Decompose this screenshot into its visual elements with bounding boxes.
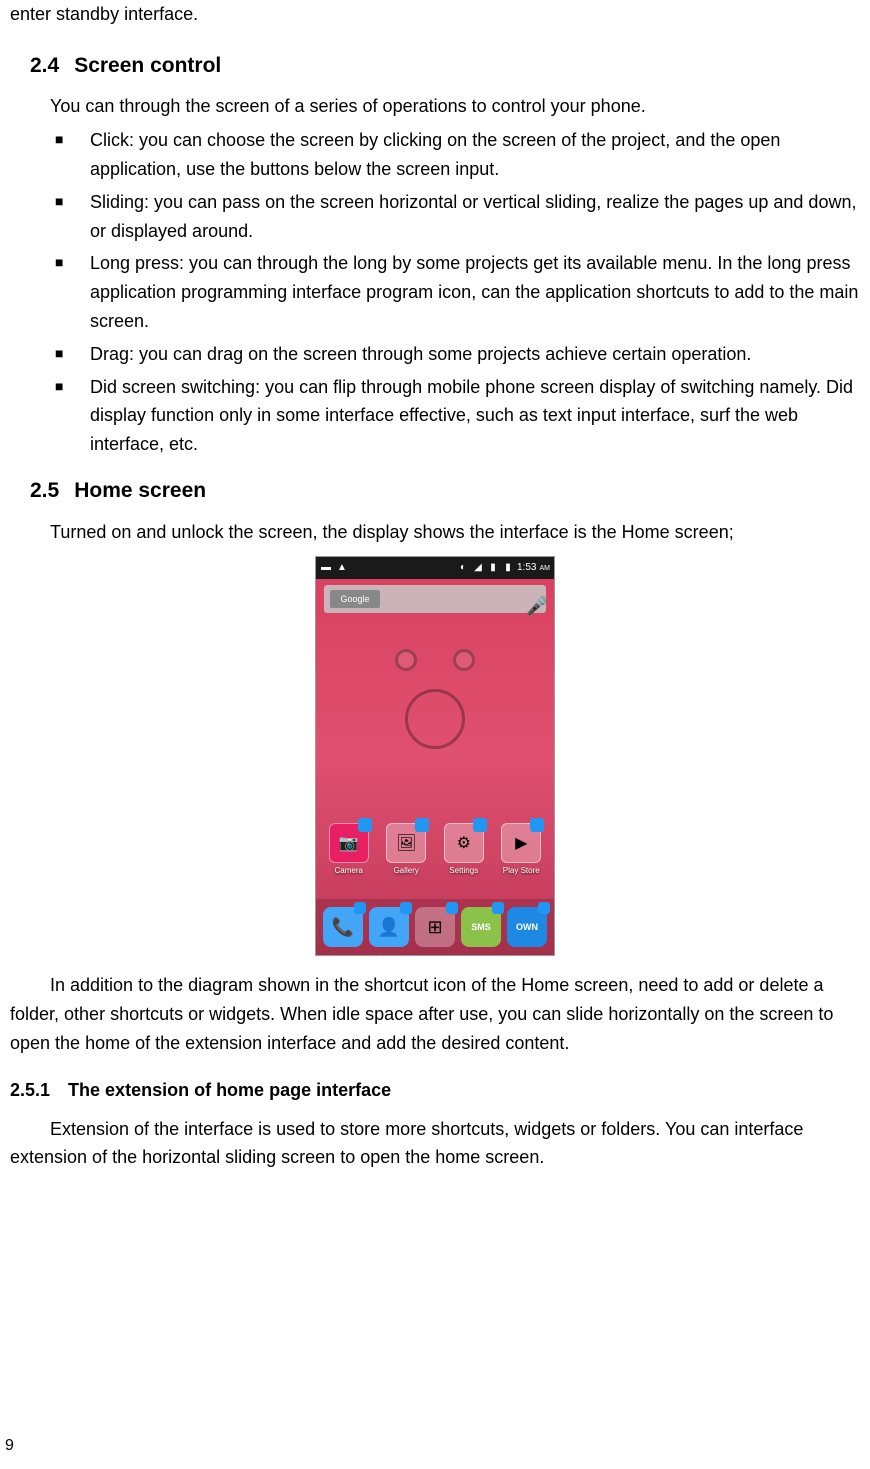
signal-icon: ▮ [487, 562, 499, 574]
settings-app[interactable]: ⚙ Settings [440, 823, 488, 878]
eye-right [453, 649, 475, 671]
gallery-app[interactable]: 🖼 Gallery [382, 823, 430, 878]
settings-icon: ⚙ [444, 823, 484, 863]
app-label: Camera [335, 865, 363, 878]
camera-app[interactable]: 📷 Camera [325, 823, 373, 878]
app-label: Settings [449, 865, 478, 878]
status-right: ◐ ◢ ▮ ▮ 1:53 AM [457, 560, 550, 576]
bullet-item: Click: you can choose the screen by clic… [55, 126, 860, 184]
app-row: 📷 Camera 🖼 Gallery ⚙ Settings ▶ Play Sto… [316, 819, 554, 882]
google-logo: Google [330, 590, 380, 608]
mic-icon[interactable]: 🎤 [526, 592, 540, 606]
notification-icon: ▲ [336, 562, 348, 574]
status-ampm: AM [540, 563, 551, 574]
subsection-number: 2.5.1 [10, 1080, 50, 1100]
section-251-heading: 2.5.1 The extension of home page interfac… [10, 1076, 860, 1105]
sim-icon: ▬ [320, 562, 332, 574]
bullet-item: Did screen switching: you can flip throu… [55, 373, 860, 459]
sms-dock-icon[interactable]: SMS [461, 907, 501, 947]
phone-dock-icon[interactable]: 📞 [323, 907, 363, 947]
battery-icon: ▮ [502, 562, 514, 574]
section-title: Home screen [74, 479, 206, 502]
eye-left [395, 649, 417, 671]
subsection-title: The extension of home page interface [68, 1080, 391, 1100]
section-24-intro: You can through the screen of a series o… [50, 92, 860, 121]
playstore-icon: ▶ [501, 823, 541, 863]
wallpaper [316, 619, 554, 819]
apps-dock-icon[interactable]: ⊞ [415, 907, 455, 947]
camera-icon: 📷 [329, 823, 369, 863]
section-title: Screen control [74, 54, 221, 77]
status-left: ▬ ▲ [320, 562, 348, 574]
status-time: 1:53 [517, 560, 536, 576]
top-fragment: enter standby interface. [10, 0, 860, 29]
section-24-heading: 2.4 Screen control [30, 49, 860, 83]
own-dock-icon[interactable]: OWN [507, 907, 547, 947]
phone-home-screenshot: ▬ ▲ ◐ ◢ ▮ ▮ 1:53 AM Google 🎤 [315, 556, 555, 956]
playstore-app[interactable]: ▶ Play Store [497, 823, 545, 878]
google-search-bar[interactable]: Google 🎤 [324, 585, 546, 613]
gallery-icon: 🖼 [386, 823, 426, 863]
section-251-body: Extension of the interface is used to st… [10, 1115, 860, 1173]
app-label: Gallery [394, 865, 419, 878]
wifi-icon: ◢ [472, 562, 484, 574]
bullet-item: Drag: you can drag on the screen through… [55, 340, 860, 369]
section-24-bullets: Click: you can choose the screen by clic… [55, 126, 860, 459]
section-25-heading: 2.5 Home screen [30, 474, 860, 508]
section-25-after-image: In addition to the diagram shown in the … [10, 971, 860, 1057]
bullet-item: Long press: you can through the long by … [55, 249, 860, 335]
contacts-dock-icon[interactable]: 👤 [369, 907, 409, 947]
bullet-item: Sliding: you can pass on the screen hori… [55, 188, 860, 246]
location-icon: ◐ [457, 562, 469, 574]
home-screenshot-container: ▬ ▲ ◐ ◢ ▮ ▮ 1:53 AM Google 🎤 [10, 556, 860, 956]
section-25-intro: Turned on and unlock the screen, the dis… [10, 518, 860, 547]
section-number: 2.4 [30, 54, 59, 77]
status-bar: ▬ ▲ ◐ ◢ ▮ ▮ 1:53 AM [316, 557, 554, 579]
page-number: 9 [5, 1433, 14, 1459]
section-number: 2.5 [30, 479, 59, 502]
dock: 📞 👤 ⊞ SMS OWN [316, 899, 554, 955]
app-label: Play Store [503, 865, 540, 878]
mouth [405, 689, 465, 749]
